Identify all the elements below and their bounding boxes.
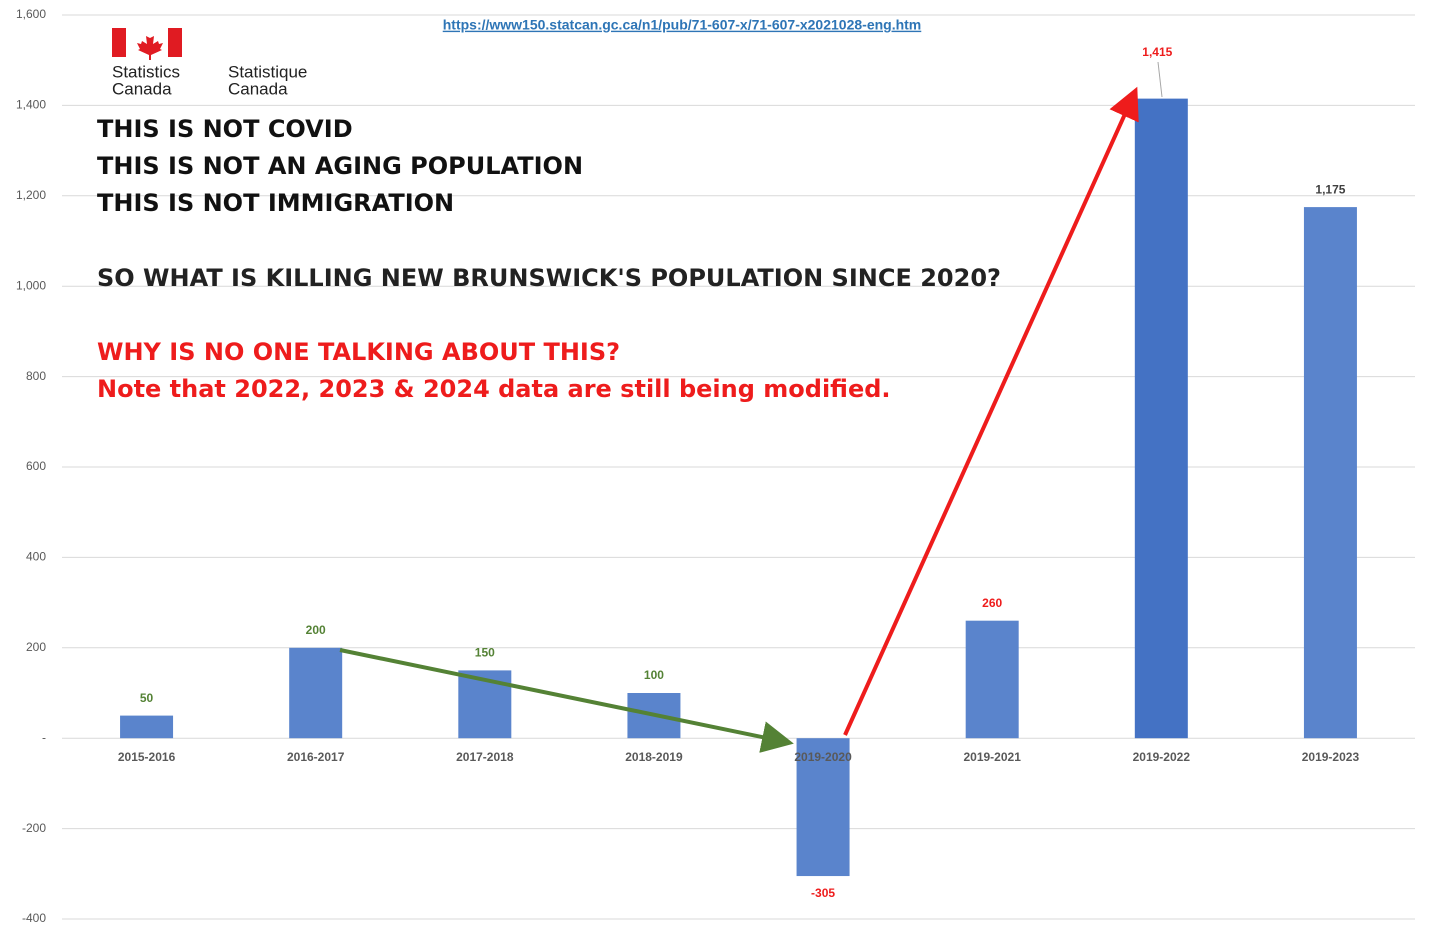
data-label: -305 — [811, 886, 835, 900]
x-tick-label: 2017-2018 — [456, 750, 514, 764]
trend-arrow — [339, 648, 794, 753]
annotation: THIS IS NOT IMMIGRATION — [97, 189, 454, 217]
data-label: 100 — [644, 668, 664, 682]
trend-arrow — [843, 86, 1139, 736]
y-tick-label: 1,600 — [16, 7, 46, 21]
annotation: Note that 2022, 2023 & 2024 data are sti… — [97, 375, 891, 403]
leader-line — [1157, 61, 1163, 98]
y-tick-label: - — [42, 730, 46, 744]
data-label: 260 — [982, 596, 1002, 610]
y-tick-label: -400 — [22, 911, 46, 925]
x-tick-label: 2019-2021 — [963, 750, 1021, 764]
annotation: THIS IS NOT AN AGING POPULATION — [97, 152, 583, 180]
bar — [796, 738, 850, 877]
data-label: 200 — [306, 623, 326, 637]
x-tick-label: 2015-2016 — [118, 750, 176, 764]
logo-text: Statistics — [112, 62, 180, 81]
x-tick-label: 2019-2020 — [794, 750, 852, 764]
annotation: WHY IS NO ONE TALKING ABOUT THIS? — [97, 338, 620, 366]
x-tick-label: 2016-2017 — [287, 750, 345, 764]
y-tick-label: 800 — [26, 369, 46, 383]
x-tick-label: 2018-2019 — [625, 750, 683, 764]
y-tick-label: -200 — [22, 821, 46, 835]
bar — [965, 620, 1019, 739]
logo-text: Statistique — [228, 62, 307, 81]
bar — [289, 647, 343, 739]
annotation: SO WHAT IS KILLING NEW BRUNSWICK'S POPUL… — [97, 264, 1001, 292]
data-label: 1,175 — [1315, 182, 1345, 196]
data-label: 50 — [140, 691, 154, 705]
bar — [1303, 207, 1357, 739]
x-tick-label: 2019-2023 — [1302, 750, 1360, 764]
annotation: THIS IS NOT COVID — [97, 115, 353, 143]
logo-text: Canada — [112, 79, 172, 98]
bar — [120, 715, 174, 739]
logo-text: Canada — [228, 79, 288, 98]
y-tick-label: 400 — [26, 550, 46, 564]
y-tick-label: 600 — [26, 459, 46, 473]
bar — [1134, 98, 1188, 739]
x-tick-label: 2019-2022 — [1133, 750, 1191, 764]
logo-flag — [112, 28, 182, 60]
data-label: 150 — [475, 646, 495, 660]
data-label: 1,415 — [1142, 45, 1172, 59]
y-tick-label: 1,200 — [16, 188, 46, 202]
y-tick-label: 1,400 — [16, 98, 46, 112]
y-tick-label: 1,000 — [16, 278, 46, 292]
source-link[interactable]: https://www150.statcan.gc.ca/n1/pub/71-6… — [443, 17, 922, 33]
y-tick-label: 200 — [26, 640, 46, 654]
